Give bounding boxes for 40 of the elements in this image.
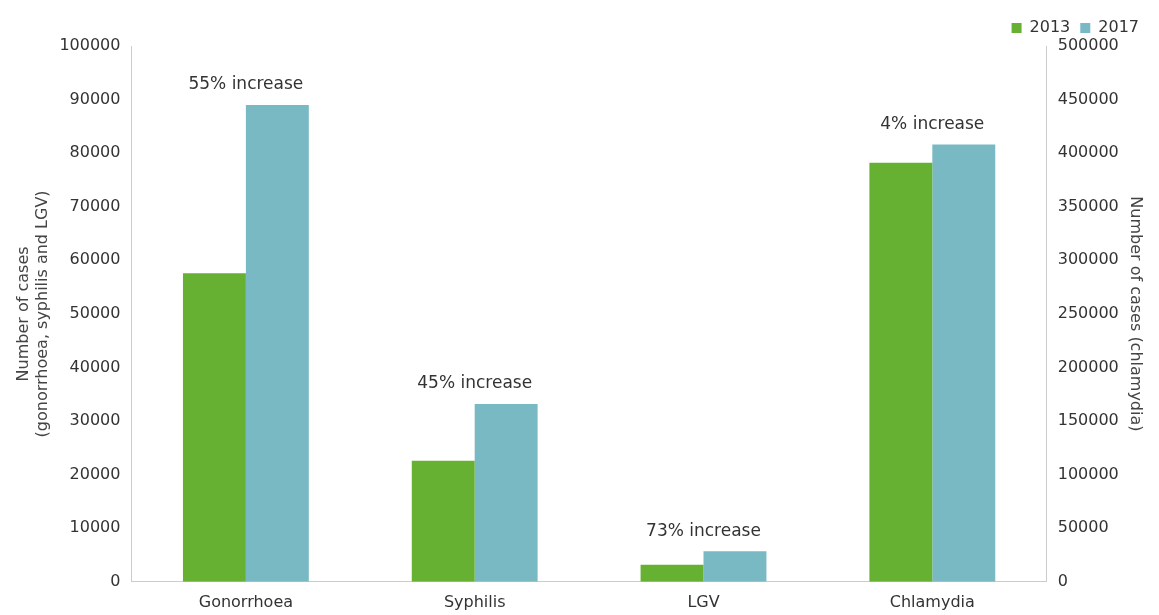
y2-tick-label: 50000 — [1057, 517, 1109, 537]
y-tick-label: 10000 — [69, 517, 121, 537]
x-tick-label: Gonorrhoea — [198, 591, 294, 611]
y-axis-title: Number of cases (gonorrhoea, syphilis and LGV) — [12, 190, 51, 438]
y2-axis-title: Number of cases (chlamydia) — [1127, 196, 1147, 432]
bar — [703, 551, 767, 582]
y-tick-label: 80000 — [69, 142, 121, 162]
x-tick-label: Chlamydia — [889, 591, 975, 611]
y-tick-label: 90000 — [69, 88, 121, 108]
x-tick-label: LGV — [687, 591, 720, 611]
y-tick-label: 30000 — [69, 410, 121, 430]
bar — [474, 403, 538, 582]
annotation: 73% increase — [646, 519, 761, 540]
y-tick-label: 70000 — [69, 195, 121, 215]
y2-tick-label: 400000 — [1057, 142, 1119, 162]
bar — [182, 273, 246, 582]
y-tick-label: 40000 — [69, 356, 121, 376]
y2-tick-label: 250000 — [1057, 303, 1119, 323]
y2-tick-label: 450000 — [1057, 88, 1119, 108]
y2-tick-label: 200000 — [1057, 356, 1119, 376]
y2-tick-label: 350000 — [1057, 195, 1119, 215]
annotation: 45% increase — [417, 372, 533, 393]
bar — [640, 564, 704, 582]
y2-tick-label: 0 — [1057, 570, 1068, 590]
bar — [245, 104, 309, 582]
y-tick-label: 100000 — [59, 35, 121, 55]
y2-tick-label: 150000 — [1057, 410, 1119, 430]
annotation: 55% increase — [188, 73, 304, 94]
y-tick-label: 60000 — [69, 249, 121, 269]
y2-tick-label: 100000 — [1057, 463, 1119, 483]
y-tick-label: 50000 — [69, 303, 121, 323]
y2-tick-label: 300000 — [1057, 249, 1119, 269]
y-tick-label: 20000 — [69, 463, 121, 483]
y2-tick-label: 500000 — [1057, 35, 1119, 55]
annotation: 4% increase — [880, 113, 985, 134]
legend-label: 2017 — [1098, 17, 1139, 37]
legend-label: 2013 — [1029, 17, 1071, 37]
bar — [411, 460, 475, 582]
x-tick-label: Syphilis — [443, 591, 506, 611]
y-tick-label: 0 — [110, 570, 121, 590]
